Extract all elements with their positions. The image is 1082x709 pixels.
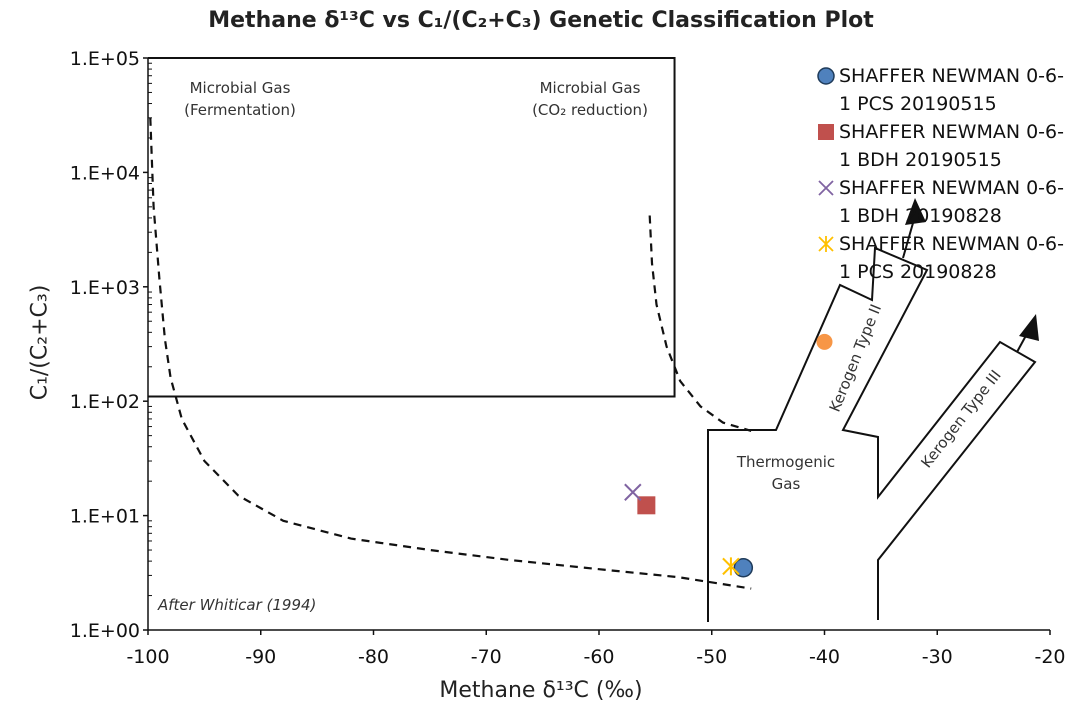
- y-tick-label: 1.E+04: [70, 162, 140, 184]
- x-tick-label: -80: [358, 646, 389, 668]
- y-axis-label: C₁/(C₂+C₃): [27, 284, 53, 401]
- microbial-fermentation-line1: Microbial Gas: [189, 79, 291, 97]
- microbial-co2-line1: Microbial Gas: [539, 79, 641, 97]
- x-tick-label: -60: [583, 646, 614, 668]
- square-marker-icon: [818, 124, 834, 140]
- classification-regions: [148, 57, 1039, 622]
- y-tick-label: 1.E+01: [70, 506, 140, 528]
- citation-label: After Whiticar (1994): [158, 596, 317, 614]
- legend-item-3: SHAFFER NEWMAN 0-6-1 BDH 20190828: [814, 174, 1076, 230]
- data-point-star: [722, 557, 740, 576]
- kerogen-2-arrowhead: [905, 198, 926, 225]
- x-marker-icon: [818, 180, 834, 196]
- x-tick-label: -100: [126, 646, 169, 668]
- thermogenic-kerogen-outline: [707, 246, 1037, 622]
- legend-label-4: SHAFFER NEWMAN 0-6-1 PCS 20190828: [839, 233, 1064, 283]
- x-tick-label: -50: [696, 646, 727, 668]
- x-axis-label: Methane δ¹³C (‰): [439, 678, 643, 703]
- microbial-co2-line2: (CO₂ reduction): [532, 101, 648, 119]
- x-tick-label: -70: [471, 646, 502, 668]
- data-points: [624, 333, 833, 578]
- legend-label-1: SHAFFER NEWMAN 0-6-1 PCS 20190515: [839, 65, 1064, 115]
- chart-title: Methane δ¹³C vs C₁/(C₂+C₃) Genetic Class…: [208, 8, 874, 33]
- thermogenic-line1: Thermogenic: [736, 453, 836, 471]
- legend-item-2: SHAFFER NEWMAN 0-6-1 BDH 20190515: [814, 118, 1076, 174]
- y-tick-label: 1.E+02: [70, 391, 140, 413]
- axes: -100 -90 -80 -70 -60 -50 -40 -30 -20 1.E+00 1.E+01…: [70, 48, 1066, 668]
- microbial-fermentation-line2: (Fermentation): [184, 101, 296, 119]
- legend-item-1: SHAFFER NEWMAN 0-6-1 PCS 20190515: [814, 62, 1076, 118]
- legend: SHAFFER NEWMAN 0-6-1 PCS 20190515 SHAFFE…: [814, 62, 1076, 286]
- microbial-gas-box: [148, 57, 676, 398]
- kerogen-type-2-label: Kerogen Type II: [826, 302, 886, 415]
- data-point-extra-circle: [816, 333, 833, 350]
- x-tick-label: -90: [245, 646, 276, 668]
- x-tick-label: -20: [1034, 646, 1065, 668]
- boundary-curve-fermentation: [149, 117, 752, 590]
- legend-label-2: SHAFFER NEWMAN 0-6-1 BDH 20190515: [839, 121, 1064, 171]
- x-tick-label: -40: [809, 646, 840, 668]
- y-tick-label: 1.E+00: [70, 620, 140, 642]
- microbial-co2-label: Microbial Gas (CO₂ reduction): [510, 77, 670, 121]
- thermogenic-gas-label: Thermogenic Gas: [716, 451, 856, 495]
- star-marker-icon: [818, 236, 834, 252]
- kerogen-3-arrowhead: [1019, 314, 1039, 341]
- x-tick-label: -30: [922, 646, 953, 668]
- y-tick-label: 1.E+05: [70, 48, 140, 70]
- legend-item-4: SHAFFER NEWMAN 0-6-1 PCS 20190828: [814, 230, 1076, 286]
- data-point-square: [637, 496, 656, 515]
- legend-label-3: SHAFFER NEWMAN 0-6-1 BDH 20190828: [839, 177, 1064, 227]
- boundary-curve-co2-reduction: [648, 215, 752, 432]
- microbial-fermentation-label: Microbial Gas (Fermentation): [160, 77, 320, 121]
- data-point-circle: [733, 558, 754, 578]
- thermogenic-line2: Gas: [771, 475, 801, 493]
- circle-marker-icon: [817, 67, 835, 85]
- y-tick-label: 1.E+03: [70, 277, 140, 299]
- data-point-x: [624, 483, 642, 501]
